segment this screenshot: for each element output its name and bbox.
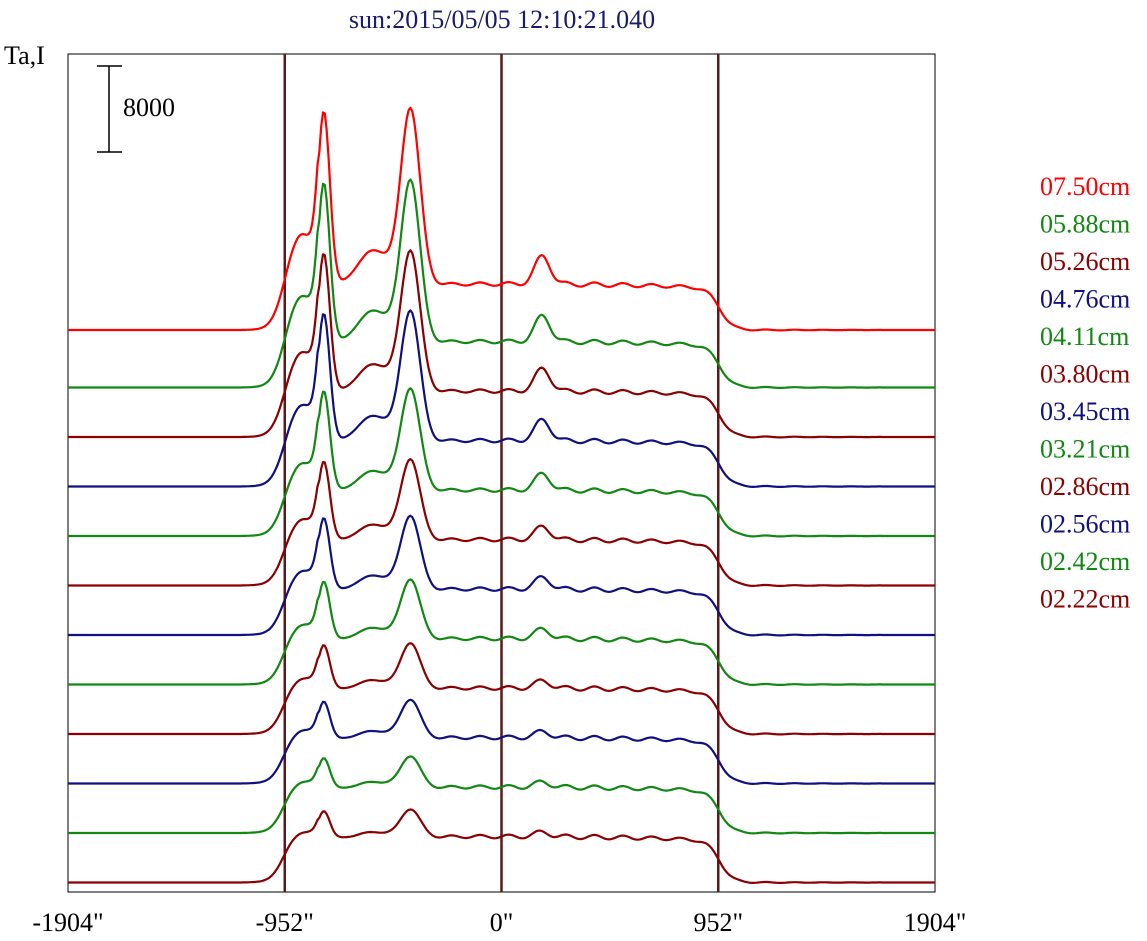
series-line-02.86cm — [68, 642, 935, 736]
series-line-05.26cm — [68, 249, 935, 439]
legend: 07.50cm 05.88cm 05.26cm 04.76cm 04.11cm 03.80… — [1040, 172, 1130, 614]
series-line-02.42cm — [68, 755, 935, 835]
legend-entry: 04.76cm — [1040, 285, 1130, 314]
legend-entry: 05.26cm — [1040, 247, 1130, 276]
series-line-03.21cm — [68, 578, 935, 686]
x-tick-label: 0" — [490, 908, 514, 937]
series-line-04.76cm — [68, 309, 935, 488]
series-line-04.11cm — [68, 387, 935, 538]
vertical-markers — [283, 54, 720, 892]
series-line-03.45cm — [68, 514, 935, 637]
legend-entry: 03.21cm — [1040, 435, 1130, 464]
x-tick-label: 1904" — [904, 908, 967, 937]
series-line-02.22cm — [68, 808, 935, 884]
scale-bar: 8000 — [97, 65, 175, 153]
legend-entry: 02.56cm — [1040, 510, 1130, 539]
x-tick-label: 952" — [693, 908, 743, 937]
legend-entry: 04.11cm — [1040, 322, 1129, 351]
chart-title: sun:2015/05/05 12:10:21.040 — [349, 5, 655, 34]
series-lines — [68, 106, 935, 884]
x-tick-label: -952" — [256, 908, 314, 937]
x-tick-labels: -1904" -952" 0" 952" 1904" — [32, 908, 966, 937]
legend-entry: 02.86cm — [1040, 472, 1130, 501]
series-line-07.50cm — [68, 106, 935, 332]
y-axis-label: Ta,I — [4, 41, 45, 70]
x-tick-label: -1904" — [32, 908, 103, 937]
legend-entry: 02.22cm — [1040, 585, 1130, 614]
legend-entry: 02.42cm — [1040, 547, 1130, 576]
legend-entry: 05.88cm — [1040, 210, 1130, 239]
legend-entry: 03.45cm — [1040, 397, 1130, 426]
series-line-05.88cm — [68, 178, 935, 389]
legend-entry: 07.50cm — [1040, 172, 1130, 201]
legend-entry: 03.80cm — [1040, 360, 1130, 389]
series-line-03.80cm — [68, 458, 935, 587]
scale-bar-label: 8000 — [123, 93, 175, 122]
series-line-02.56cm — [68, 698, 935, 785]
